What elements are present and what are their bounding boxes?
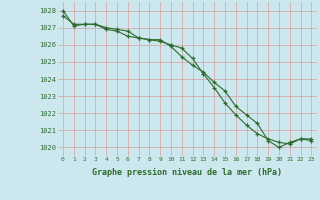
X-axis label: Graphe pression niveau de la mer (hPa): Graphe pression niveau de la mer (hPa): [92, 168, 282, 177]
